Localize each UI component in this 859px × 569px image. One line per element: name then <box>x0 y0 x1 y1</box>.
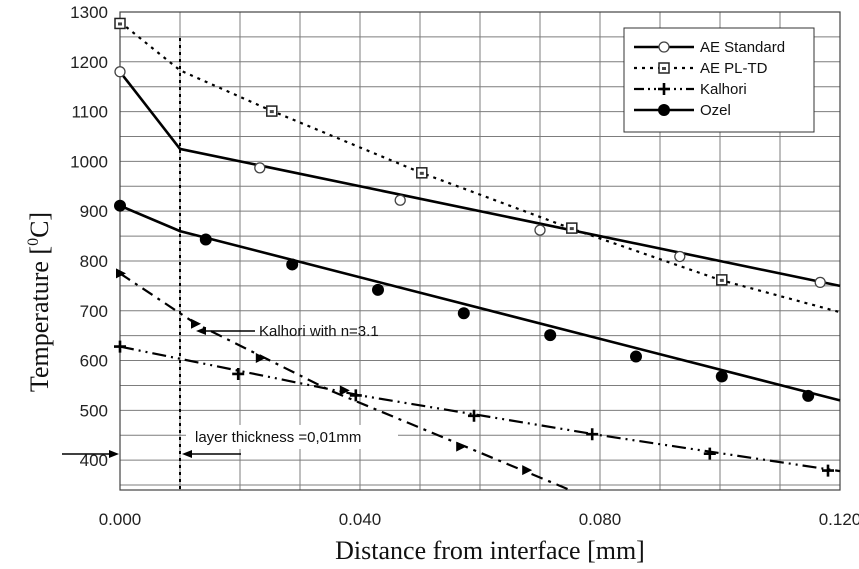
data-point-marker <box>114 340 126 353</box>
data-point-marker <box>468 409 480 422</box>
plot-border <box>119 11 841 491</box>
layer-thickness-label-bg <box>186 425 398 449</box>
y-tick-label: 900 <box>80 202 108 221</box>
y-tick-label: 1200 <box>70 53 108 72</box>
data-point-marker <box>715 370 728 383</box>
legend-box <box>623 27 815 133</box>
data-point-marker <box>630 350 642 363</box>
series-ae-standard <box>114 66 841 289</box>
series-ae-pl-td <box>114 17 841 314</box>
y-axis-title-main: Temperature [ <box>25 246 54 392</box>
y-tick-label: 1000 <box>70 152 108 171</box>
y-tick-label: 400 <box>80 451 108 470</box>
series-ozel <box>114 199 841 402</box>
layer-thickness-arrowhead-left <box>109 450 119 458</box>
x-tick-label: 0.000 <box>99 510 142 529</box>
data-point-marker-dot <box>419 171 424 175</box>
x-axis-title: Distance from interface [mm] <box>335 536 645 565</box>
legend-entry: AE PL-TD <box>634 60 768 77</box>
y-tick-labels: 400 500 600 700 800 900 1000 1100 1200 1300 <box>70 3 108 470</box>
legend-label: AE Standard <box>700 39 785 56</box>
y-axis-title-unit: C] <box>25 212 54 238</box>
x-tick-label: 0.040 <box>339 510 382 529</box>
series-line <box>119 272 571 492</box>
data-point-marker-dot <box>269 110 274 114</box>
data-point-marker-dot <box>118 22 122 26</box>
data-point-marker-dot <box>719 278 724 282</box>
data-point-marker <box>658 83 670 95</box>
data-point-marker <box>456 441 467 452</box>
data-point-marker <box>255 353 266 364</box>
data-point-marker <box>199 233 212 246</box>
data-point-marker <box>457 307 470 320</box>
data-point-marker <box>114 66 126 78</box>
data-point-marker <box>372 283 384 296</box>
data-point-marker <box>522 465 533 476</box>
data-point-marker <box>394 194 406 206</box>
y-tick-label: 700 <box>80 302 108 321</box>
legend-label: Kalhori <box>700 81 747 98</box>
series-line <box>118 71 841 288</box>
legend-entry: Kalhori <box>634 81 747 98</box>
data-point-marker <box>116 268 126 279</box>
series-layer <box>114 17 841 492</box>
kalhori-annotation: Kalhori with n=3.1 <box>259 323 379 340</box>
data-point-marker <box>586 428 599 441</box>
x-tick-labels: 0.000 0.040 0.080 0.120 <box>99 510 859 529</box>
y-tick-label: 500 <box>80 401 108 420</box>
legend-entry: Ozel <box>634 102 731 119</box>
data-point-marker <box>822 464 834 477</box>
data-point-marker <box>349 389 362 402</box>
series-kalhori <box>114 340 841 477</box>
data-point-marker <box>114 199 126 212</box>
y-tick-label: 1100 <box>71 103 108 122</box>
y-axis-title-superscript: 0 <box>25 238 42 246</box>
legend-entry: AE Standard <box>634 39 785 56</box>
y-tick-label: 600 <box>80 352 108 371</box>
y-axis-title: Temperature [0C] <box>25 212 54 392</box>
legend-label: Ozel <box>700 102 731 119</box>
kalhori-callout-arrowhead <box>196 327 206 335</box>
data-point-marker <box>544 329 557 342</box>
data-point-marker <box>703 447 716 460</box>
plot-frame <box>119 11 841 491</box>
data-point-marker <box>339 385 350 396</box>
layer-thickness-arrowhead-right <box>182 450 192 458</box>
data-point-marker <box>658 41 670 53</box>
layer-thickness-annotation: layer thickness =0,01mm <box>195 429 361 446</box>
data-point-marker <box>658 104 670 116</box>
data-point-marker <box>802 389 815 402</box>
data-point-marker <box>254 162 266 174</box>
series-line <box>119 204 841 402</box>
legend-label: AE PL-TD <box>700 60 768 77</box>
series-kalhori-n-3-1 <box>116 268 571 492</box>
data-point-marker <box>534 224 546 236</box>
y-tick-label: 1300 <box>70 3 108 22</box>
data-point-marker <box>191 318 201 329</box>
data-point-marker-dot <box>662 67 666 70</box>
annotations: Kalhori with n=3.1 layer thickness =0,01m… <box>62 38 398 490</box>
y-tick-label: 800 <box>80 252 108 271</box>
x-tick-label: 0.080 <box>579 510 622 529</box>
data-point-marker <box>286 258 299 271</box>
data-point-marker-dot <box>569 227 574 231</box>
data-point-marker <box>232 367 245 380</box>
x-tick-label: 0.120 <box>819 510 859 529</box>
data-point-marker <box>674 250 686 263</box>
legend: AE Standard AE PL-TD Kalhori Ozel <box>623 27 815 133</box>
data-point-marker <box>814 276 826 289</box>
